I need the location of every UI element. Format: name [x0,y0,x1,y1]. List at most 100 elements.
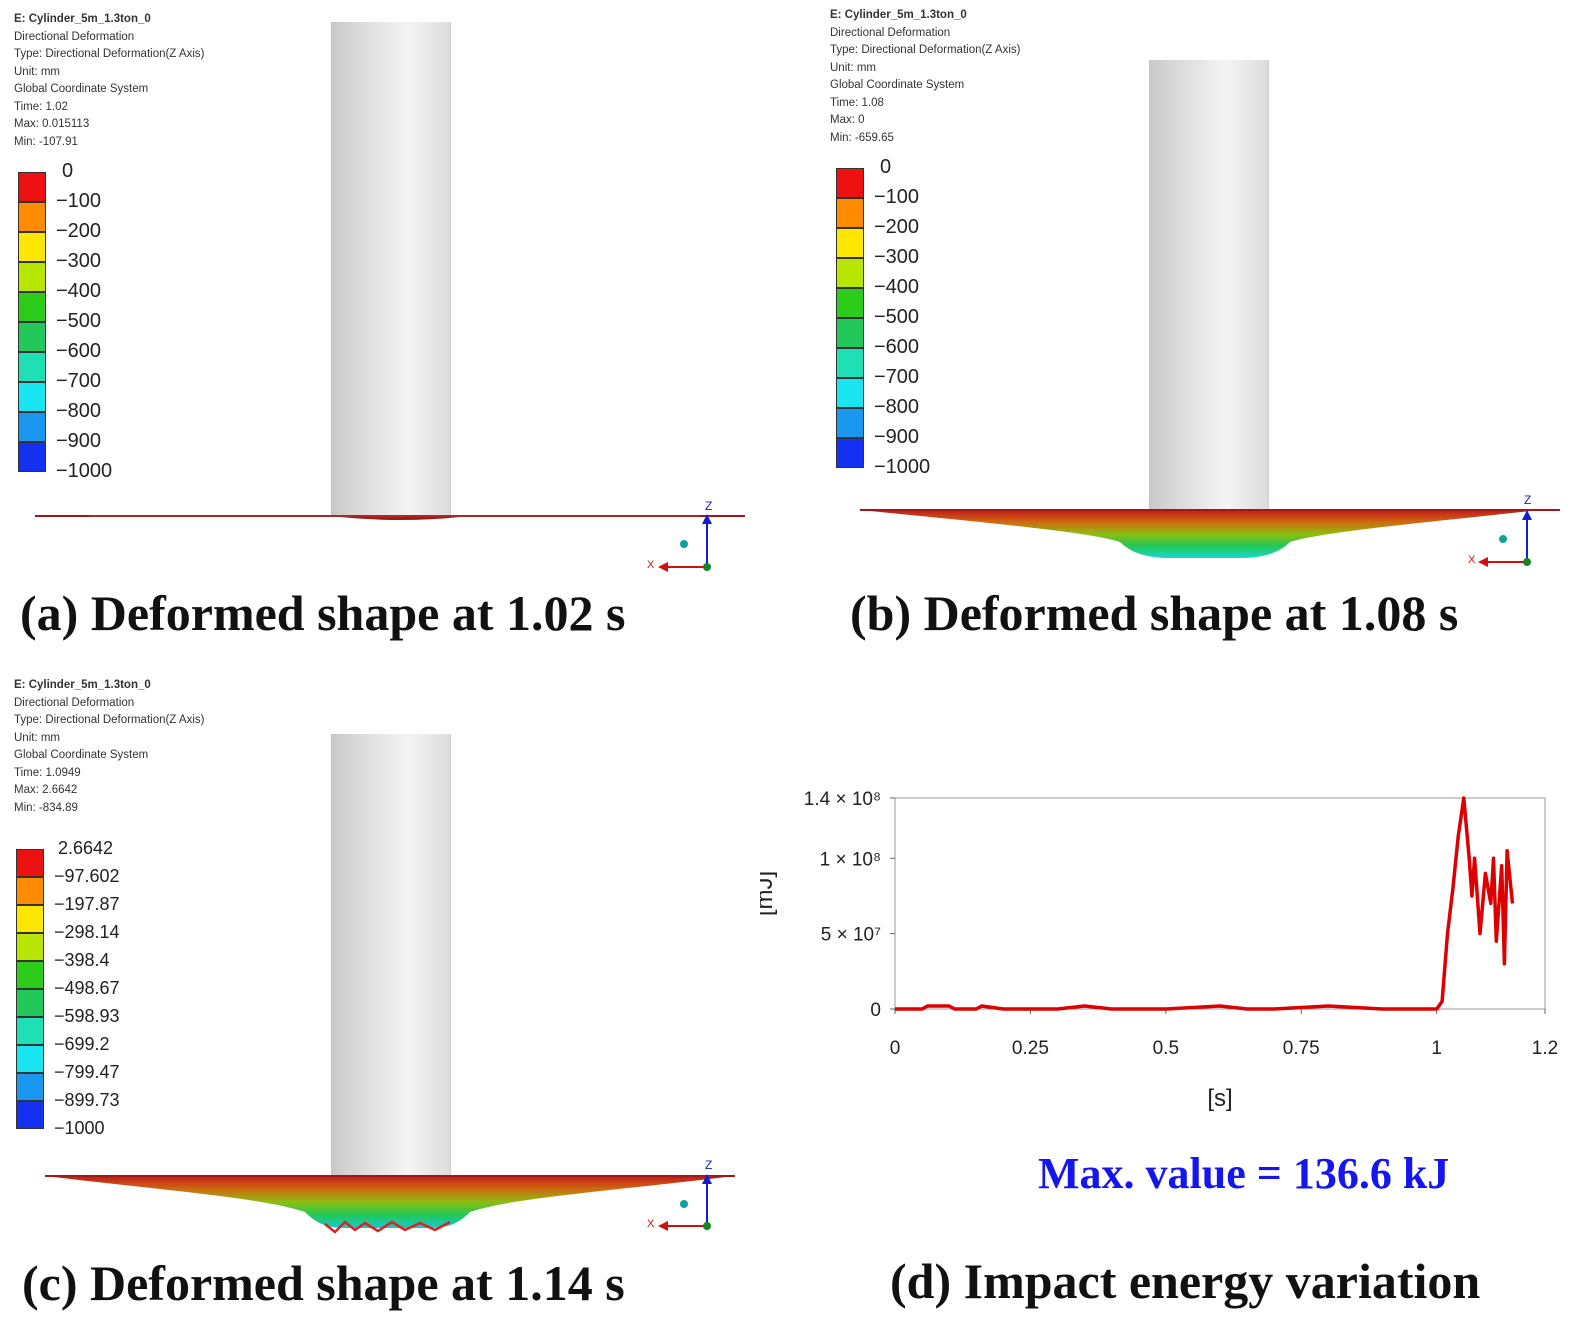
legend-label: −900 [56,430,102,452]
cylinder [331,734,451,1176]
legend-swatch [16,1045,44,1073]
y-tick-label: 1 × 10⁸ [820,849,881,870]
deformed-plate [45,1176,735,1228]
energy-series-line [895,796,1515,1011]
info-line: Time: 1.08 [830,96,884,109]
x-tick-label: 0.25 [1012,1038,1049,1059]
caption: (d) Impact energy variation [890,1253,1481,1309]
caption: (b) Deformed shape at 1.08 s [850,585,1459,641]
legend-label: −97.602 [54,866,120,886]
legend-swatch [836,228,864,258]
legend-swatch [836,318,864,348]
axis-label: X [1468,554,1476,566]
legend-label: −799.47 [54,1062,120,1082]
contact-fracture-region [324,1220,451,1234]
info-line: Directional Deformation [830,26,951,39]
result-info-block: E: Cylinder_5m_1.3ton_0 Directional Defo… [14,11,204,151]
legend-swatch [18,382,46,412]
legend-label: −700 [56,370,102,392]
x-tick-label: 0.5 [1153,1038,1179,1059]
legend-label: 2.6642 [58,838,114,858]
legend-label: −100 [874,186,920,208]
legend-swatch [18,352,46,382]
legend-label: 0 [62,160,74,182]
legend-label: −300 [874,246,920,268]
axis-label: X [647,1218,655,1230]
legend-swatch [16,1017,44,1045]
info-line: Unit: mm [14,65,60,78]
panel-d: 0 5 × 10⁷ 1 × 10⁸ 1.4 × 10⁸ 0 0.25 0.5 0.75 1 1.2… [760,760,1585,1339]
legend-swatch [18,172,46,202]
legend-label: −1000 [874,456,931,478]
legend-label: 0 [880,156,892,178]
info-line: Directional Deformation [14,696,135,709]
legend-label: −298.14 [54,922,120,942]
legend-label: −200 [56,220,102,242]
impact-energy-chart: 0 5 × 10⁷ 1 × 10⁸ 1.4 × 10⁸ 0 0.25 0.5 0.75 1 1.2… [760,789,1558,1112]
plot-area: 0 5 × 10⁷ 1 × 10⁸ 1.4 × 10⁸ 0 0.25 0.5 0.75 1 1.2… [760,789,1558,1112]
legend-label: −500 [56,310,102,332]
info-line: Type: Directional Deformation(Z Axis) [14,48,205,60]
legend-label: −699.2 [54,1034,110,1054]
legend-label: −800 [874,396,920,418]
legend-label: −900 [874,426,920,448]
legend-swatch [16,1073,44,1101]
y-axis-label: [mJ] [760,871,778,916]
x-tick-label: 1.2 [1532,1038,1558,1059]
plot-frame [894,797,1546,1010]
legend-swatch [18,412,46,442]
legend-swatch [18,202,46,232]
deformed-plate [860,510,1540,558]
info-line: Global Coordinate System [14,749,149,761]
legend-label: −800 [56,400,102,422]
info-line: Directional Deformation [14,30,135,43]
info-line: E: Cylinder_5m_1.3ton_0 [830,9,967,21]
info-line: Max: 0 [830,114,865,126]
legend-swatch [16,989,44,1017]
info-line: Min: -659.65 [830,131,894,144]
info-line: Type: Directional Deformation(Z Axis) [14,714,205,726]
info-line: Time: 1.02 [14,100,68,113]
legend-swatch [18,262,46,292]
info-line: Global Coordinate System [830,79,965,91]
legend-swatch [16,849,44,877]
caption: (a) Deformed shape at 1.02 s [20,585,626,641]
panel-a: E: Cylinder_5m_1.3ton_0 Directional Defo… [0,0,790,670]
legend-label: −600 [874,336,920,358]
info-line: Unit: mm [830,61,876,74]
legend-swatch [836,348,864,378]
legend-label: −1000 [54,1118,105,1138]
legend-label: −398.4 [54,950,110,970]
plate-view: Z X [45,1158,735,1234]
legend-label: −700 [874,366,920,388]
legend-swatch [16,933,44,961]
info-line: Max: 2.6642 [14,784,78,796]
info-line: Unit: mm [14,731,60,744]
legend-label: −200 [874,216,920,238]
legend-label: −600 [56,340,102,362]
legend-swatch [18,292,46,322]
axis-label: X [647,559,655,571]
triad-icon: Z X [647,499,712,572]
axis-label: Z [705,499,712,513]
legend-label: −400 [56,280,102,302]
plate-view: Z X [860,493,1560,567]
legend-label: −100 [56,190,102,212]
cylinder [331,22,451,515]
info-line: Global Coordinate System [14,83,149,95]
info-line: Max: 0.015113 [14,118,90,130]
legend-swatch [836,168,864,198]
info-line: Min: -834.89 [14,801,78,814]
legend-swatch [18,232,46,262]
legend-swatch [836,198,864,228]
legend-swatch [18,322,46,352]
triad-icon: Z X [1468,493,1532,567]
legend-swatch [836,438,864,468]
legend-swatch [836,288,864,318]
x-tick-label: 0 [890,1038,901,1059]
result-info-block: E: Cylinder_5m_1.3ton_0 Directional Defo… [14,677,204,817]
axis-label: Z [705,1158,712,1172]
legend-swatch [836,378,864,408]
legend-label: −197.87 [54,894,120,914]
caption: (c) Deformed shape at 1.14 s [22,1255,625,1311]
